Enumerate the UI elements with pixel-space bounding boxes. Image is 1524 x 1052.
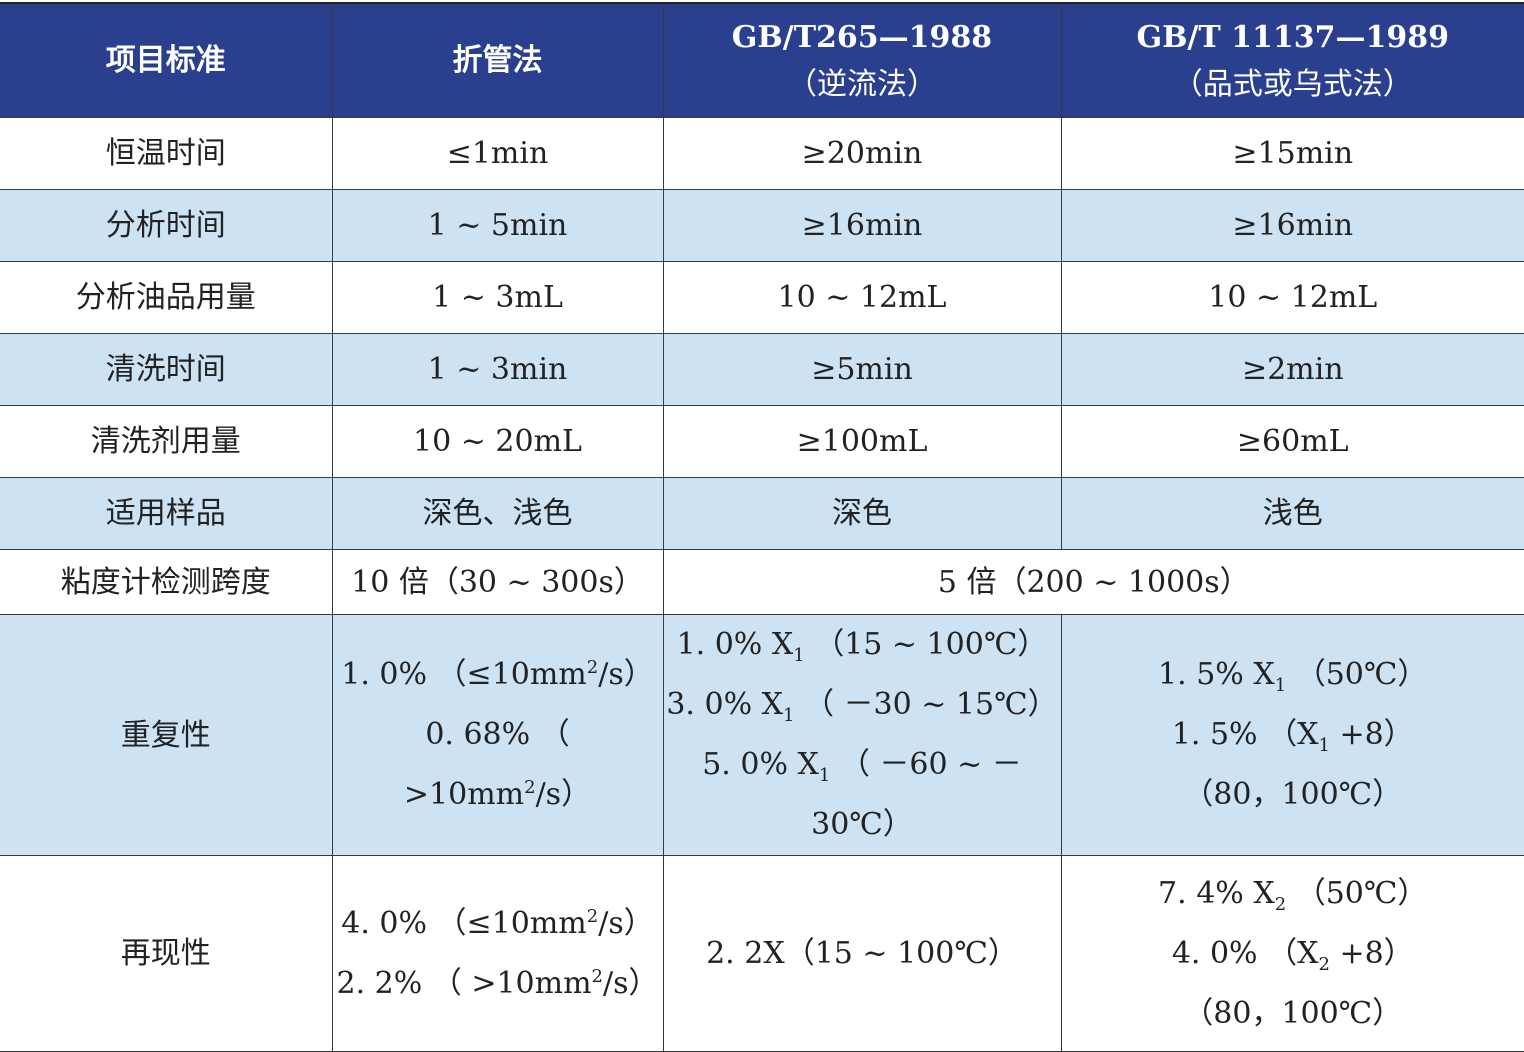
table-row: 分析时间 1 ~ 5min ≥16min ≥16min (0, 190, 1524, 262)
cell-line: 3. 0% X1 （ －30 ~ 15℃） (664, 675, 1061, 735)
row-label: 恒温时间 (0, 118, 332, 190)
row-label: 分析时间 (0, 190, 332, 262)
table-cell: 7. 4% X2 （50℃） 4. 0% （X2 +8） （80，100℃） (1061, 856, 1524, 1052)
table-row: 清洗剂用量 10 ~ 20mL ≥100mL ≥60mL (0, 406, 1524, 478)
table-cell: ≥5min (663, 334, 1061, 406)
table-cell: ≤1min (332, 118, 663, 190)
cell-line: 1. 0% X1 （15 ~ 100℃） (664, 615, 1061, 675)
table-cell: 10 ~ 12mL (663, 262, 1061, 334)
header-folded-tube-method: 折管法 (332, 3, 663, 118)
row-label: 分析油品用量 (0, 262, 332, 334)
table-cell: ≥60mL (1061, 406, 1524, 478)
cell-line: 0. 68% （ >10mm2/s） (333, 705, 663, 825)
header-row: 项目标准 折管法 GB/T265—1988 （逆流法） GB/T 11137—1… (0, 3, 1524, 118)
table-cell: ≥100mL (663, 406, 1061, 478)
table-row: 恒温时间 ≤1min ≥20min ≥15min (0, 118, 1524, 190)
table-cell: ≥15min (1061, 118, 1524, 190)
table-cell: 浅色 (1061, 478, 1524, 550)
table-cell: 深色 (663, 478, 1061, 550)
table-cell: 1 ~ 3min (332, 334, 663, 406)
row-label: 清洗剂用量 (0, 406, 332, 478)
cell-line: 2. 2% （ >10mm2/s） (333, 954, 663, 1014)
cell-line: 1. 0% （≤10mm2/s） (333, 645, 663, 705)
table-cell-merged: 5 倍（200 ~ 1000s） (663, 550, 1524, 615)
table-cell: 2. 2X（15 ~ 100℃） (663, 856, 1061, 1052)
table-row: 适用样品 深色、浅色 深色 浅色 (0, 478, 1524, 550)
row-label: 适用样品 (0, 478, 332, 550)
table-cell: 10 倍（30 ~ 300s） (332, 550, 663, 615)
table-cell: 10 ~ 12mL (1061, 262, 1524, 334)
cell-line: 7. 4% X2 （50℃） (1062, 864, 1524, 924)
table-cell: ≥16min (1061, 190, 1524, 262)
row-label: 清洗时间 (0, 334, 332, 406)
cell-line: 1. 5% X1 （50℃） (1062, 645, 1524, 705)
table-cell: 4. 0% （≤10mm2/s） 2. 2% （ >10mm2/s） (332, 856, 663, 1052)
row-label: 重复性 (0, 615, 332, 856)
table-cell: ≥20min (663, 118, 1061, 190)
header-item-standard: 项目标准 (0, 3, 332, 118)
cell-line: 4. 0% （≤10mm2/s） (333, 894, 663, 954)
table-cell: 1. 0% X1 （15 ~ 100℃） 3. 0% X1 （ －30 ~ 15… (663, 615, 1061, 856)
table-row: 分析油品用量 1 ~ 3mL 10 ~ 12mL 10 ~ 12mL (0, 262, 1524, 334)
row-label: 粘度计检测跨度 (0, 550, 332, 615)
table-cell: 1 ~ 3mL (332, 262, 663, 334)
table-cell: 1. 0% （≤10mm2/s） 0. 68% （ >10mm2/s） (332, 615, 663, 856)
table-cell: 1 ~ 5min (332, 190, 663, 262)
table-cell: ≥16min (663, 190, 1061, 262)
table-cell: 深色、浅色 (332, 478, 663, 550)
header-gb-t11137: GB/T 11137—1989 （品式或乌式法） (1061, 3, 1524, 118)
cell-line: （80，100℃） (1062, 984, 1524, 1044)
table-cell: 10 ~ 20mL (332, 406, 663, 478)
cell-line: （80，100℃） (1062, 765, 1524, 825)
cell-line: 5. 0% X1 （ －60 ~ －30℃） (664, 735, 1061, 855)
table-row-repeatability: 重复性 1. 0% （≤10mm2/s） 0. 68% （ >10mm2/s） … (0, 615, 1524, 856)
table-row-span: 粘度计检测跨度 10 倍（30 ~ 300s） 5 倍（200 ~ 1000s） (0, 550, 1524, 615)
row-label: 再现性 (0, 856, 332, 1052)
header-gb-t265: GB/T265—1988 （逆流法） (663, 3, 1061, 118)
table-row: 清洗时间 1 ~ 3min ≥5min ≥2min (0, 334, 1524, 406)
cell-line: 4. 0% （X2 +8） (1062, 924, 1524, 984)
table-cell: ≥2min (1061, 334, 1524, 406)
cell-line: 1. 5% （X1 +8） (1062, 705, 1524, 765)
table-row-reproducibility: 再现性 4. 0% （≤10mm2/s） 2. 2% （ >10mm2/s） 2… (0, 856, 1524, 1052)
table-cell: 1. 5% X1 （50℃） 1. 5% （X1 +8） （80，100℃） (1061, 615, 1524, 856)
